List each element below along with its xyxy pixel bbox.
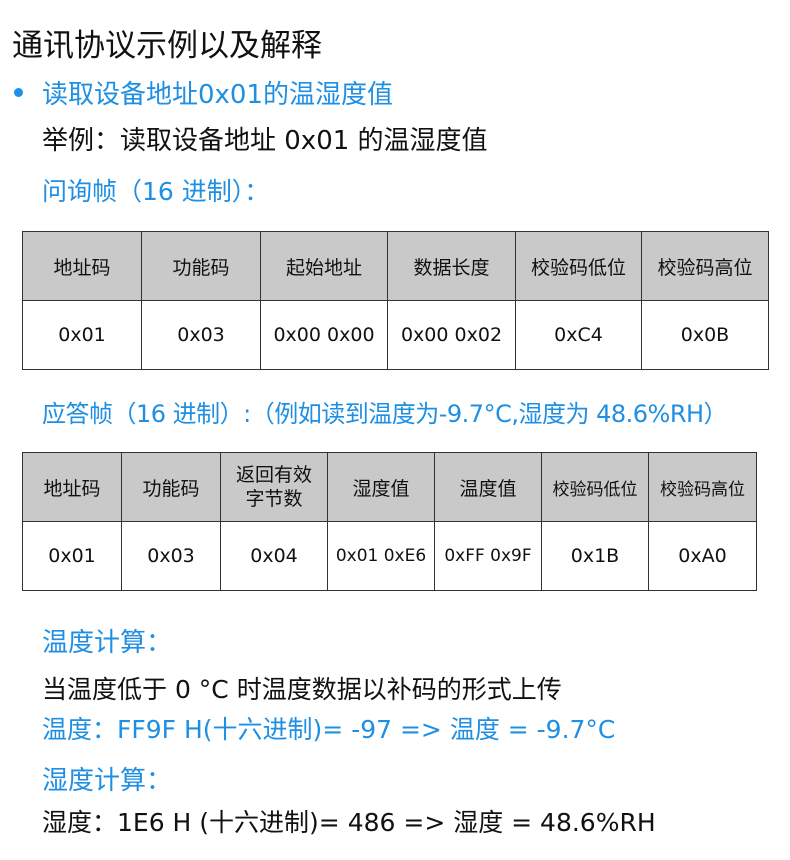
header-cell: 温度值 [434, 452, 542, 522]
temp-formula: 温度：FF9F H(十六进制)= -97 => 温度 = -9.7°C [42, 715, 616, 744]
header-cell: 数据长度 [387, 231, 516, 301]
temp-calc-label: 温度计算： [42, 628, 173, 658]
value-cell: 0x0B [641, 300, 769, 370]
header-cell: 校验码高位 [641, 231, 769, 301]
value-cell: 0x03 [141, 300, 261, 370]
value-cell: 0x01 0xE6 [327, 521, 435, 591]
value-cell: 0x03 [121, 521, 221, 591]
header-cell: 校验码高位 [648, 452, 757, 522]
query-table: 地址码 功能码 起始地址 数据长度 校验码低位 校验码高位 0x01 0x03 … [22, 231, 769, 370]
value-cell: 0x04 [220, 521, 328, 591]
header-cell: 起始地址 [260, 231, 388, 301]
value-cell: 0xFF 0x9F [434, 521, 542, 591]
response-table: 地址码 功能码 返回有效字节数 湿度值 温度值 校验码低位 校验码高位 0x01… [22, 452, 757, 591]
bullet-icon [14, 88, 23, 97]
value-cell: 0x00 0x00 [260, 300, 388, 370]
value-cell: 0x00 0x02 [387, 300, 516, 370]
value-cell: 0x1B [541, 521, 649, 591]
page-title: 通讯协议示例以及解释 [12, 28, 322, 64]
header-cell: 湿度值 [327, 452, 435, 522]
hum-formula: 湿度：1E6 H (十六进制)= 486 => 湿度 = 48.6%RH [42, 808, 656, 837]
example-text: 举例：读取设备地址 0x01 的温湿度值 [42, 126, 488, 156]
header-cell: 功能码 [121, 452, 221, 522]
section-heading: 读取设备地址0x01的温湿度值 [42, 80, 394, 110]
query-label: 问询帧（16 进制）： [42, 177, 270, 206]
header-cell: 校验码低位 [541, 452, 649, 522]
value-cell: 0x01 [22, 521, 122, 591]
header-cell: 校验码低位 [515, 231, 642, 301]
header-cell: 功能码 [141, 231, 261, 301]
header-cell: 地址码 [22, 231, 142, 301]
header-cell: 地址码 [22, 452, 122, 522]
value-cell: 0x01 [22, 300, 142, 370]
value-cell: 0xA0 [648, 521, 757, 591]
value-cell: 0xC4 [515, 300, 642, 370]
header-cell: 返回有效字节数 [220, 452, 328, 522]
response-label: 应答帧（16 进制）:（例如读到温度为-9.7°C,湿度为 48.6%RH） [42, 400, 728, 428]
temp-note: 当温度低于 0 °C 时温度数据以补码的形式上传 [42, 675, 562, 704]
hum-calc-label: 湿度计算： [42, 766, 173, 796]
